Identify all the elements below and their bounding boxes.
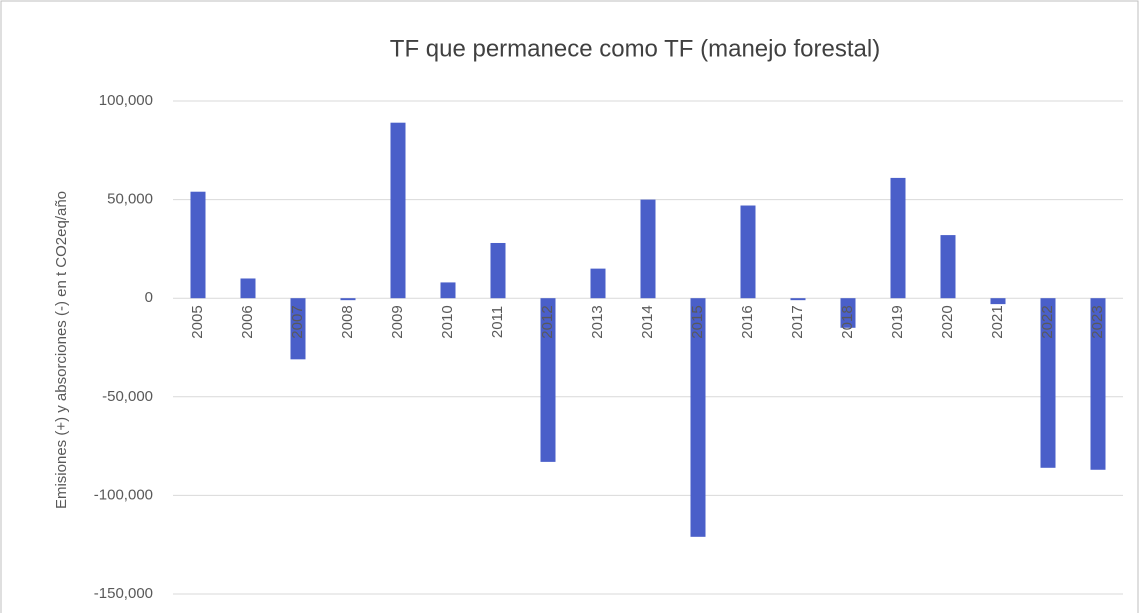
x-tick-label: 2017 bbox=[789, 305, 806, 338]
x-tick-label: 2013 bbox=[589, 305, 606, 338]
x-tick-label: 2023 bbox=[1089, 305, 1106, 338]
x-tick-label: 2022 bbox=[1039, 305, 1056, 338]
bar bbox=[540, 298, 556, 462]
bar bbox=[290, 298, 306, 360]
x-tick-label: 2019 bbox=[889, 305, 906, 338]
bar bbox=[340, 298, 356, 301]
chart-title: TF que permanece como TF (manejo foresta… bbox=[390, 35, 880, 62]
bar bbox=[440, 282, 456, 299]
x-tick-label: 2020 bbox=[939, 305, 956, 338]
bar bbox=[490, 242, 506, 299]
x-tick-label: 2016 bbox=[739, 305, 756, 338]
bar bbox=[690, 298, 706, 537]
bar bbox=[240, 278, 256, 299]
y-tick-label: -150,000 bbox=[94, 585, 153, 602]
x-tick-label: 2009 bbox=[389, 305, 406, 338]
bar bbox=[590, 268, 606, 299]
x-tick-label: 2006 bbox=[239, 305, 256, 338]
x-tick-label: 2015 bbox=[689, 305, 706, 338]
bar bbox=[790, 298, 806, 301]
bar bbox=[740, 205, 756, 299]
bar bbox=[890, 177, 906, 299]
y-tick-label: -50,000 bbox=[102, 388, 153, 405]
x-tick-label: 2007 bbox=[289, 305, 306, 338]
x-tick-label: 2008 bbox=[339, 305, 356, 338]
bar bbox=[840, 298, 856, 328]
x-tick-label: 2014 bbox=[639, 305, 656, 338]
x-tick-label: 2018 bbox=[839, 305, 856, 338]
y-tick-label: -100,000 bbox=[94, 486, 153, 503]
bar bbox=[990, 298, 1006, 305]
x-tick-label: 2012 bbox=[539, 305, 556, 338]
x-tick-label: 2010 bbox=[439, 305, 456, 338]
x-tick-label: 2011 bbox=[489, 306, 506, 338]
y-tick-label: 100,000 bbox=[99, 92, 153, 109]
bar bbox=[940, 235, 956, 299]
y-tick-label: 50,000 bbox=[107, 191, 153, 208]
bar bbox=[390, 122, 406, 299]
bar bbox=[640, 199, 656, 299]
x-tick-label: 2005 bbox=[189, 305, 206, 338]
y-tick-label: 0 bbox=[145, 289, 153, 306]
bar bbox=[1040, 298, 1056, 468]
x-tick-label: 2021 bbox=[989, 305, 1006, 338]
bar bbox=[1090, 298, 1106, 470]
bar bbox=[190, 191, 206, 299]
y-axis-label: Emisiones (+) y absorciones (-) en t CO2… bbox=[53, 191, 70, 509]
